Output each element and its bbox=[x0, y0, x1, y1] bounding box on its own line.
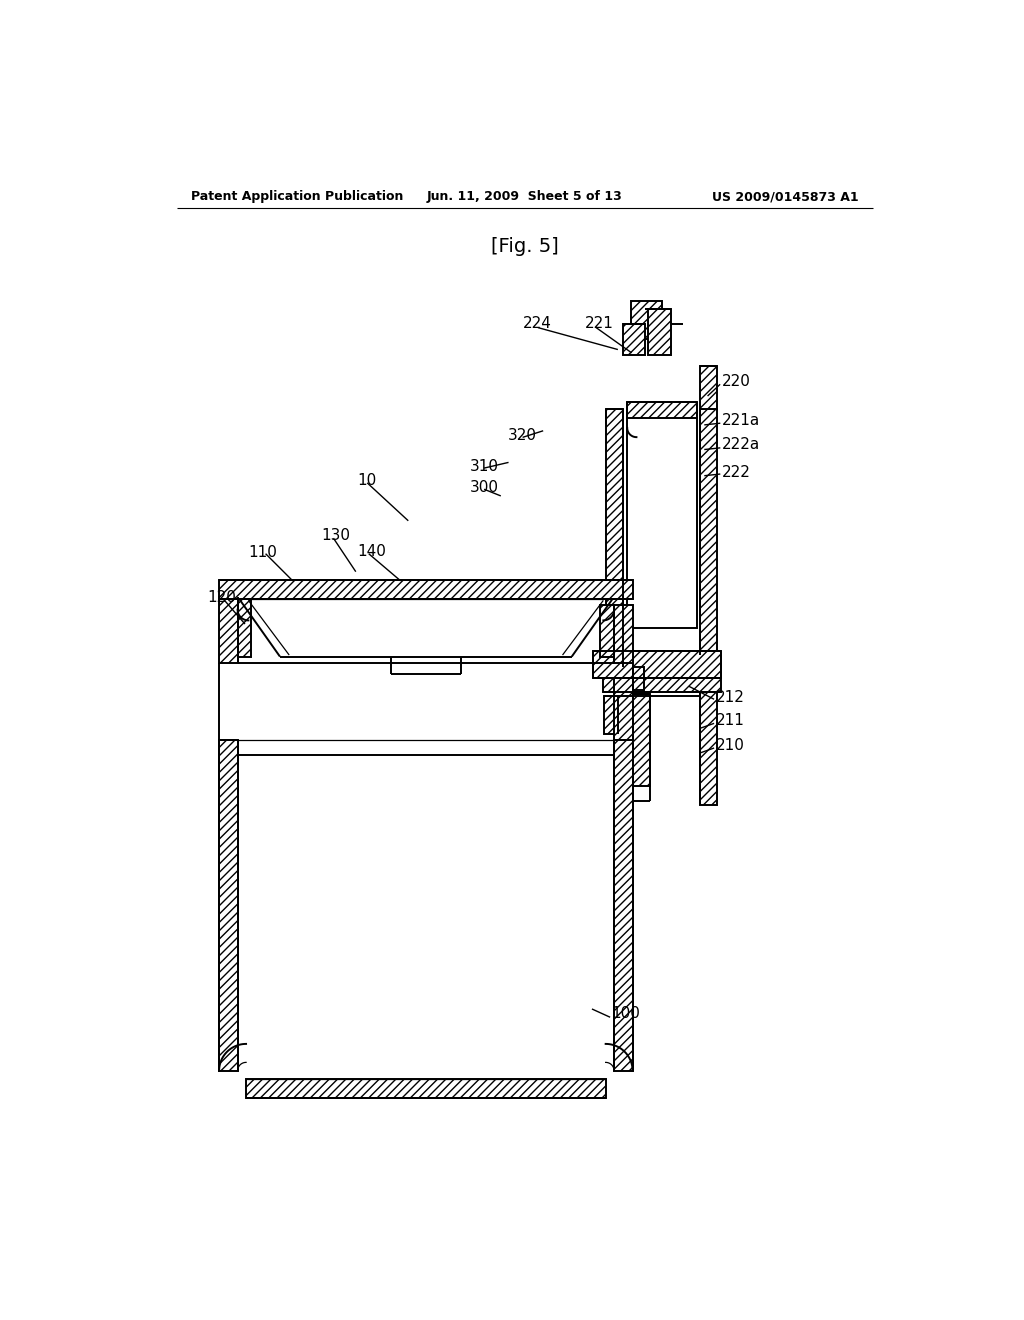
Bar bbox=[631, 301, 662, 339]
Bar bbox=[700, 409, 717, 655]
Text: 310: 310 bbox=[469, 459, 499, 474]
Text: Jun. 11, 2009  Sheet 5 of 13: Jun. 11, 2009 Sheet 5 of 13 bbox=[427, 190, 623, 203]
Bar bbox=[219, 581, 633, 599]
Text: 212: 212 bbox=[716, 690, 744, 705]
Bar bbox=[624, 323, 645, 355]
Bar bbox=[700, 367, 717, 409]
Bar bbox=[628, 416, 696, 628]
Bar bbox=[219, 739, 238, 1071]
Bar bbox=[648, 309, 671, 355]
Text: 130: 130 bbox=[322, 528, 350, 544]
Text: Patent Application Publication: Patent Application Publication bbox=[190, 190, 403, 203]
Bar bbox=[628, 403, 696, 418]
Text: US 2009/0145873 A1: US 2009/0145873 A1 bbox=[713, 190, 859, 203]
Text: 224: 224 bbox=[523, 315, 552, 331]
Text: 300: 300 bbox=[469, 480, 499, 495]
Bar bbox=[614, 678, 633, 739]
Text: 221a: 221a bbox=[722, 413, 760, 428]
Text: 110: 110 bbox=[249, 545, 278, 560]
Text: 100: 100 bbox=[611, 1006, 641, 1020]
Bar bbox=[633, 667, 644, 689]
Bar bbox=[606, 409, 624, 667]
Text: 120: 120 bbox=[208, 590, 237, 605]
Bar bbox=[593, 651, 721, 678]
Bar bbox=[633, 693, 649, 785]
Text: 222: 222 bbox=[722, 465, 751, 480]
Bar bbox=[238, 599, 252, 656]
Bar bbox=[219, 597, 238, 663]
Text: 221: 221 bbox=[585, 315, 613, 331]
Text: [Fig. 5]: [Fig. 5] bbox=[490, 238, 559, 256]
Text: 211: 211 bbox=[716, 713, 744, 729]
Text: 140: 140 bbox=[357, 544, 387, 558]
Text: 210: 210 bbox=[716, 738, 744, 752]
Bar bbox=[614, 605, 633, 663]
Bar bbox=[604, 696, 617, 734]
Text: 10: 10 bbox=[357, 473, 377, 488]
Bar bbox=[602, 678, 721, 692]
Text: 220: 220 bbox=[722, 374, 751, 389]
Bar bbox=[600, 605, 614, 656]
Bar bbox=[246, 1080, 605, 1098]
Bar bbox=[614, 739, 633, 1071]
Bar bbox=[700, 692, 717, 805]
Text: 320: 320 bbox=[508, 428, 537, 444]
Text: 222a: 222a bbox=[722, 437, 760, 453]
